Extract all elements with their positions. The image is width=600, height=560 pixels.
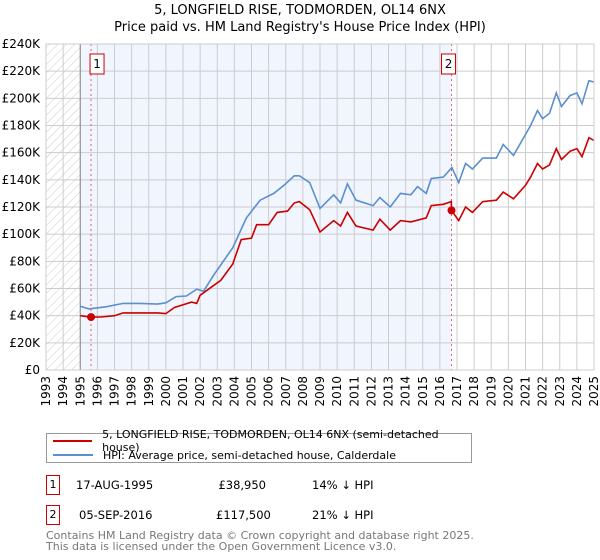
hpi-line <box>80 79 595 310</box>
x-tick-label: 2023 <box>553 376 567 407</box>
x-tick-label: 2022 <box>536 376 550 407</box>
sale-point <box>447 206 456 215</box>
x-tick-label: 2004 <box>227 376 241 407</box>
x-tick-label: 2015 <box>416 376 430 407</box>
y-tick-label: £20K <box>9 336 41 350</box>
sale-point <box>87 313 96 322</box>
x-tick-label: 2012 <box>364 376 378 407</box>
footer: Contains HM Land Registry data © Crown c… <box>46 530 474 552</box>
y-tick-label: £180K <box>2 119 42 133</box>
sale-badge: 1 <box>46 475 60 495</box>
y-tick-label: £200K <box>2 91 42 105</box>
sale-date: 17-AUG-1995 <box>76 478 154 492</box>
x-tick-label: 2020 <box>501 376 515 407</box>
chart-subtitle: Price paid vs. HM Land Registry's House … <box>114 20 486 35</box>
x-tick-label: 2019 <box>484 376 498 407</box>
x-tick-label: 2016 <box>433 376 447 407</box>
x-tick-label: 1999 <box>142 376 156 407</box>
x-tick-label: 2011 <box>347 376 361 407</box>
legend-swatch-red <box>53 440 93 442</box>
x-tick-label: 2002 <box>193 376 207 407</box>
sale-price: £38,950 <box>218 478 266 492</box>
sale-date: 05-SEP-2016 <box>79 508 153 522</box>
y-tick-label: £120K <box>2 200 42 214</box>
x-tick-label: 2006 <box>262 376 276 407</box>
y-tick-label: £240K <box>2 37 42 51</box>
x-tick-label: 2013 <box>382 376 396 407</box>
x-tick-label: 2000 <box>159 376 173 407</box>
y-tick-label: £40K <box>9 309 41 323</box>
x-tick-label: 2003 <box>210 376 224 407</box>
x-tick-label: 2025 <box>587 376 600 407</box>
x-tick-label: 2009 <box>313 376 327 407</box>
price-chart: £0 £20K £40K £60K £80K £100K £120K £140K £160K £1… <box>2 37 600 407</box>
legend-label: HPI: Average price, semi-detached house,… <box>103 448 396 462</box>
legend-label: 5, LONGFIELD RISE, TODMORDEN, OL14 6NX (… <box>102 428 439 454</box>
sale-label-box <box>89 53 105 75</box>
x-tick-label: 2001 <box>176 376 190 407</box>
chart-title: 5, LONGFIELD RISE, TODMORDEN, OL14 6NX <box>154 3 446 18</box>
x-tick-label: 2021 <box>519 376 533 407</box>
x-tick-label: 1997 <box>108 376 122 407</box>
x-tick-label: 1995 <box>73 376 87 407</box>
y-tick-label: £80K <box>9 254 41 268</box>
sale-hpi: 21% ↓ HPI <box>312 508 374 522</box>
x-tick-label: 2007 <box>279 376 293 407</box>
x-tick-label: 1993 <box>39 376 53 407</box>
sale-price: £117,500 <box>216 508 271 522</box>
sale-hpi: 14% ↓ HPI <box>312 478 374 492</box>
legend-item-hpi: HPI: Average price, semi-detached house,… <box>53 448 396 462</box>
x-tick-label: 1996 <box>90 376 104 407</box>
sale-label-box <box>441 53 457 75</box>
y-tick-label: £140K <box>2 173 42 187</box>
footer-line: This data is licensed under the Open Gov… <box>46 540 397 553</box>
price-paid-line <box>80 136 595 318</box>
footer-line: Contains HM Land Registry data © Crown c… <box>46 529 474 542</box>
legend: 5, LONGFIELD RISE, TODMORDEN, OL14 6NX (… <box>46 428 472 463</box>
y-tick-label: £0 <box>25 363 40 377</box>
y-tick-label: £220K <box>2 64 42 78</box>
x-tick-label: 2008 <box>296 376 310 407</box>
plot-border <box>45 43 595 371</box>
x-tick-label: 2024 <box>570 376 584 407</box>
y-tick-label: £160K <box>2 146 42 160</box>
x-tick-label: 1994 <box>56 376 70 407</box>
sale-badge: 2 <box>46 505 60 525</box>
x-tick-label: 2005 <box>245 376 259 407</box>
x-tick-label: 2018 <box>467 376 481 407</box>
x-tick-label: 2010 <box>330 376 344 407</box>
sale-label: 1 <box>93 57 101 71</box>
x-tick-label: 2014 <box>399 376 413 407</box>
y-tick-label: £60K <box>9 282 41 296</box>
x-tick-label: 2017 <box>450 376 464 407</box>
legend-item-property: 5, LONGFIELD RISE, TODMORDEN, OL14 6NX (… <box>53 428 471 454</box>
x-tick-label: 1998 <box>125 376 139 407</box>
legend-swatch-blue <box>53 454 93 456</box>
sale-label: 2 <box>445 57 453 71</box>
y-tick-label: £100K <box>2 227 42 241</box>
